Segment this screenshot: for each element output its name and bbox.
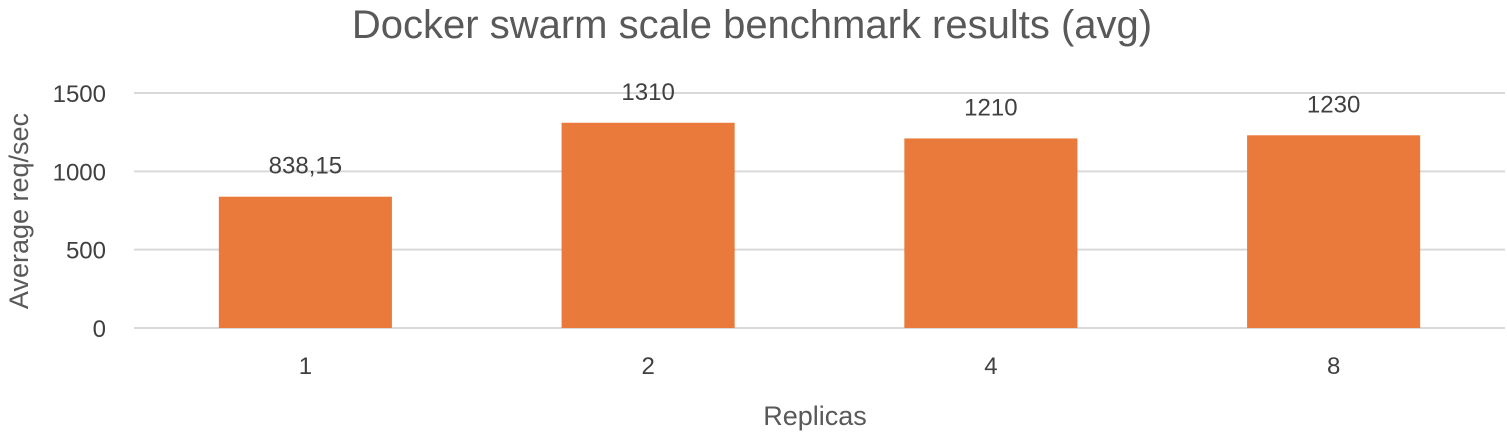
chart-title: Docker swarm scale benchmark results (av…	[352, 3, 1152, 47]
bar	[218, 196, 392, 328]
x-axis-title: Replicas	[763, 401, 867, 431]
data-label: 1230	[1307, 91, 1360, 118]
y-tick-label: 1000	[53, 159, 106, 186]
bar	[1247, 135, 1421, 328]
bar	[904, 138, 1078, 328]
data-labels: 838,15 1310 1210 1230	[269, 79, 1361, 180]
data-label: 1210	[964, 94, 1017, 121]
y-tick-label: 500	[66, 238, 106, 265]
y-axis-title: Average req/sec	[4, 113, 34, 309]
bars	[218, 122, 1421, 329]
data-label: 1310	[621, 79, 674, 106]
y-tick-label: 1500	[53, 81, 106, 108]
x-tick-label: 2	[641, 353, 654, 380]
y-tick-label: 0	[93, 316, 106, 343]
axis-ticks: 0 500 1000 1500 1 2 4 8	[53, 81, 1341, 380]
bar	[561, 122, 735, 329]
x-tick-label: 8	[1327, 353, 1340, 380]
x-tick-label: 4	[984, 353, 997, 380]
x-tick-label: 1	[299, 353, 312, 380]
data-label: 838,15	[269, 153, 342, 180]
